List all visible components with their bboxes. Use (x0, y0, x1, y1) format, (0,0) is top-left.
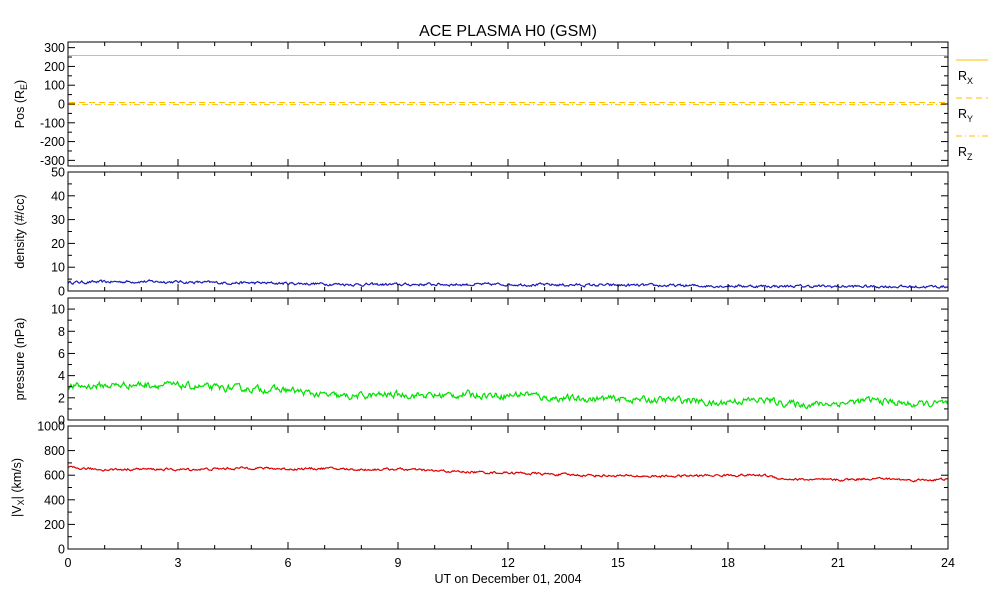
panel-frame (67, 171, 949, 292)
y-axis-label: Pos (RE) (13, 80, 29, 128)
x-tick-label: 24 (941, 556, 955, 570)
y-tick-label: 30 (51, 213, 65, 227)
x-tick-label: 12 (501, 556, 515, 570)
y-tick-label: 600 (44, 469, 65, 483)
panel-2: 0 10 20 30 40 50 density (#/cc) (13, 166, 949, 299)
y-axis-label: |VX| (km/s) (10, 458, 26, 517)
y-tick-label: 100 (44, 79, 65, 93)
y-tick-label: -300 (40, 154, 65, 168)
x-tick-label: 9 (395, 556, 402, 570)
panel-3: 0 2 4 6 8 10 pressure (nPa) (13, 297, 949, 428)
y-tick-label: 10 (51, 261, 65, 275)
x-axis: 0 3 6 9 12 15 18 21 24 (65, 556, 955, 570)
y-tick-label: 1000 (37, 420, 65, 434)
x-tick-label: 21 (831, 556, 845, 570)
y-tick-label: 4 (58, 369, 65, 383)
panel-4: 0 200 400 600 800 1000 |VX| (km/s) (10, 420, 949, 557)
y-tick-label: 10 (51, 303, 65, 317)
legend-label: RX (958, 69, 973, 86)
y-tick-label: 2 (58, 391, 65, 405)
y-tick-label: 0 (58, 285, 65, 299)
y-tick-label: -200 (40, 135, 65, 149)
x-tick-label: 0 (65, 556, 72, 570)
panel-frame (67, 425, 949, 550)
y-tick-label: 0 (58, 543, 65, 557)
chart-title: ACE PLASMA H0 (GSM) (419, 23, 597, 40)
panel-1: 300 200 100 0 -100 -200 -300 Pos (RE) (13, 41, 949, 168)
y-tick-label: 8 (58, 325, 65, 339)
x-tick-label: 3 (175, 556, 182, 570)
series-line-4-1 (67, 465, 949, 483)
x-tick-label: 18 (721, 556, 735, 570)
y-tick-label: 0 (58, 98, 65, 112)
legend-label: RZ (958, 145, 973, 162)
y-tick-label: 6 (58, 347, 65, 361)
y-tick-label: 200 (44, 518, 65, 532)
y-tick-label: 800 (44, 444, 65, 458)
x-axis-label: UT on December 01, 2004 (434, 572, 581, 586)
legend-label: RY (958, 107, 973, 124)
series-line-3-1 (67, 380, 949, 410)
y-tick-label: 0 (58, 414, 65, 428)
y-tick-label: 40 (51, 189, 65, 203)
y-axis-label: density (#/cc) (13, 194, 27, 268)
x-tick-label: 15 (611, 556, 625, 570)
position-legend: RX RY RZ (956, 59, 988, 162)
panel-frame (67, 41, 949, 167)
y-tick-label: 200 (44, 60, 65, 74)
y-axis-label: pressure (nPa) (13, 318, 27, 401)
y-tick-label: 50 (51, 166, 65, 180)
y-tick-label: -100 (40, 116, 65, 130)
y-tick-label: 20 (51, 237, 65, 251)
x-tick-label: 6 (285, 556, 292, 570)
y-tick-label: 400 (44, 493, 65, 507)
y-tick-label: 300 (44, 41, 65, 55)
